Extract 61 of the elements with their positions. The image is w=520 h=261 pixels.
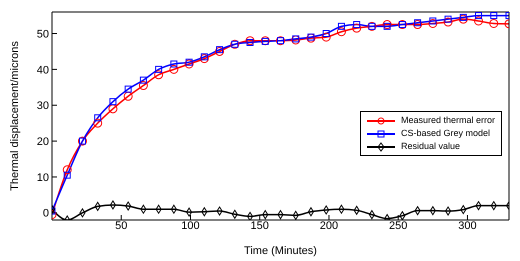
point [338, 22, 345, 30]
point [64, 172, 71, 179]
point [458, 14, 468, 24]
point [489, 18, 498, 28]
point [170, 60, 178, 68]
point [138, 81, 148, 90]
point [490, 12, 498, 20]
point [184, 60, 194, 68]
y-tick-label: 20 [36, 136, 49, 148]
y-tick-label: 10 [36, 172, 49, 184]
legend-label: Measured thermal error [400, 114, 495, 127]
point [444, 16, 452, 23]
point [169, 64, 178, 74]
point [200, 54, 209, 64]
point [216, 46, 224, 54]
y-axis-title: Thermal displacement/microns [8, 40, 21, 191]
point [384, 22, 391, 30]
point [62, 165, 72, 174]
point [352, 24, 362, 33]
point [154, 70, 164, 80]
point [444, 18, 453, 27]
point [124, 86, 132, 93]
point [140, 76, 147, 84]
y-tick-label: 50 [36, 28, 49, 40]
point [155, 66, 162, 73]
point [93, 118, 102, 128]
point [399, 211, 406, 220]
point [109, 98, 116, 106]
point [215, 46, 224, 56]
point [382, 20, 392, 30]
point [475, 12, 482, 20]
point [246, 36, 255, 46]
legend-label: CS-based Grey model [400, 127, 490, 140]
x-tick-label: 150 [250, 220, 269, 232]
point [413, 20, 422, 30]
point [247, 212, 254, 220]
point [200, 53, 208, 60]
point [322, 30, 330, 38]
x-tick-label: 100 [181, 220, 200, 232]
point [124, 92, 133, 101]
y-tick-label: 40 [36, 64, 49, 76]
point [186, 58, 193, 66]
point [429, 17, 436, 24]
legend-label: Residual value [400, 140, 460, 153]
x-tick-label: 50 [115, 220, 128, 232]
point [460, 14, 467, 21]
point [94, 114, 102, 122]
point [474, 16, 484, 26]
point [414, 19, 422, 26]
point [428, 18, 438, 28]
x-tick-label: 300 [458, 220, 477, 232]
point [108, 104, 118, 114]
x-tick-label: 200 [320, 220, 338, 232]
y-tick-label: 0 [42, 208, 49, 220]
point [322, 32, 331, 42]
x-tick-label: 250 [389, 220, 408, 232]
x-axis-title: Time (Minutes) [244, 245, 317, 257]
y-tick-label: 30 [36, 100, 49, 112]
point [336, 27, 346, 36]
point [353, 21, 360, 28]
point [246, 38, 254, 46]
